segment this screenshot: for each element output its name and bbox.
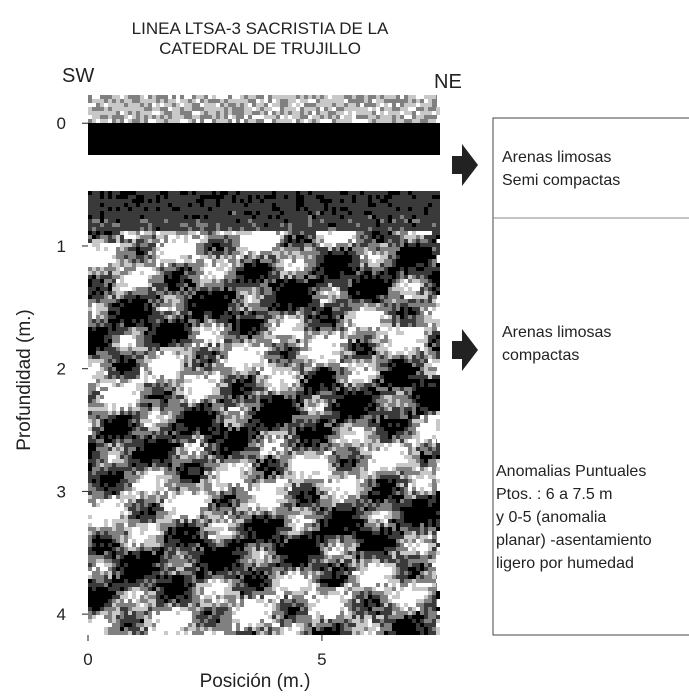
- annotation-text: Arenas limosas: [502, 149, 611, 166]
- chart: LINEA LTSA-3 SACRISTIA DE LA CATEDRAL DE…: [0, 0, 689, 693]
- annotation-text: Semi compactas: [502, 172, 620, 189]
- annotations: Arenas limosas Semi compactas Arenas limos…: [496, 149, 652, 572]
- annotation-text: y 0-5 (anomalia: [496, 509, 606, 526]
- chart-title: CATEDRAL DE TRUJILLO: [159, 39, 361, 58]
- radargram-image: [88, 95, 440, 635]
- y-tick-label: 3: [57, 482, 66, 501]
- annotation-text: planar) -asentamiento: [496, 532, 652, 549]
- y-tick-label: 1: [57, 237, 66, 256]
- arrow: [452, 144, 478, 186]
- direction-label: NE: [434, 71, 462, 93]
- y-tick-label: 0: [57, 114, 66, 133]
- x-tick-label: 0: [83, 650, 92, 669]
- chart-title: LINEA LTSA-3 SACRISTIA DE LA: [132, 19, 389, 38]
- annotation-text: Anomalias Puntuales: [496, 463, 646, 480]
- y-tick-label: 4: [57, 605, 66, 624]
- annotation-text: Arenas limosas: [502, 324, 611, 341]
- arrow: [452, 329, 478, 371]
- y-tick-label: 2: [57, 360, 66, 379]
- annotation-text: ligero por humedad: [496, 555, 634, 572]
- x-axis-label: Posición (m.): [200, 671, 311, 692]
- direction-label: SW: [62, 65, 94, 87]
- annotation-text: Ptos. : 6 a 7.5 m: [496, 486, 613, 503]
- y-axis-label: Profundidad (m.): [14, 309, 35, 451]
- x-tick-label: 5: [317, 650, 326, 669]
- annotation-text: compactas: [502, 347, 579, 364]
